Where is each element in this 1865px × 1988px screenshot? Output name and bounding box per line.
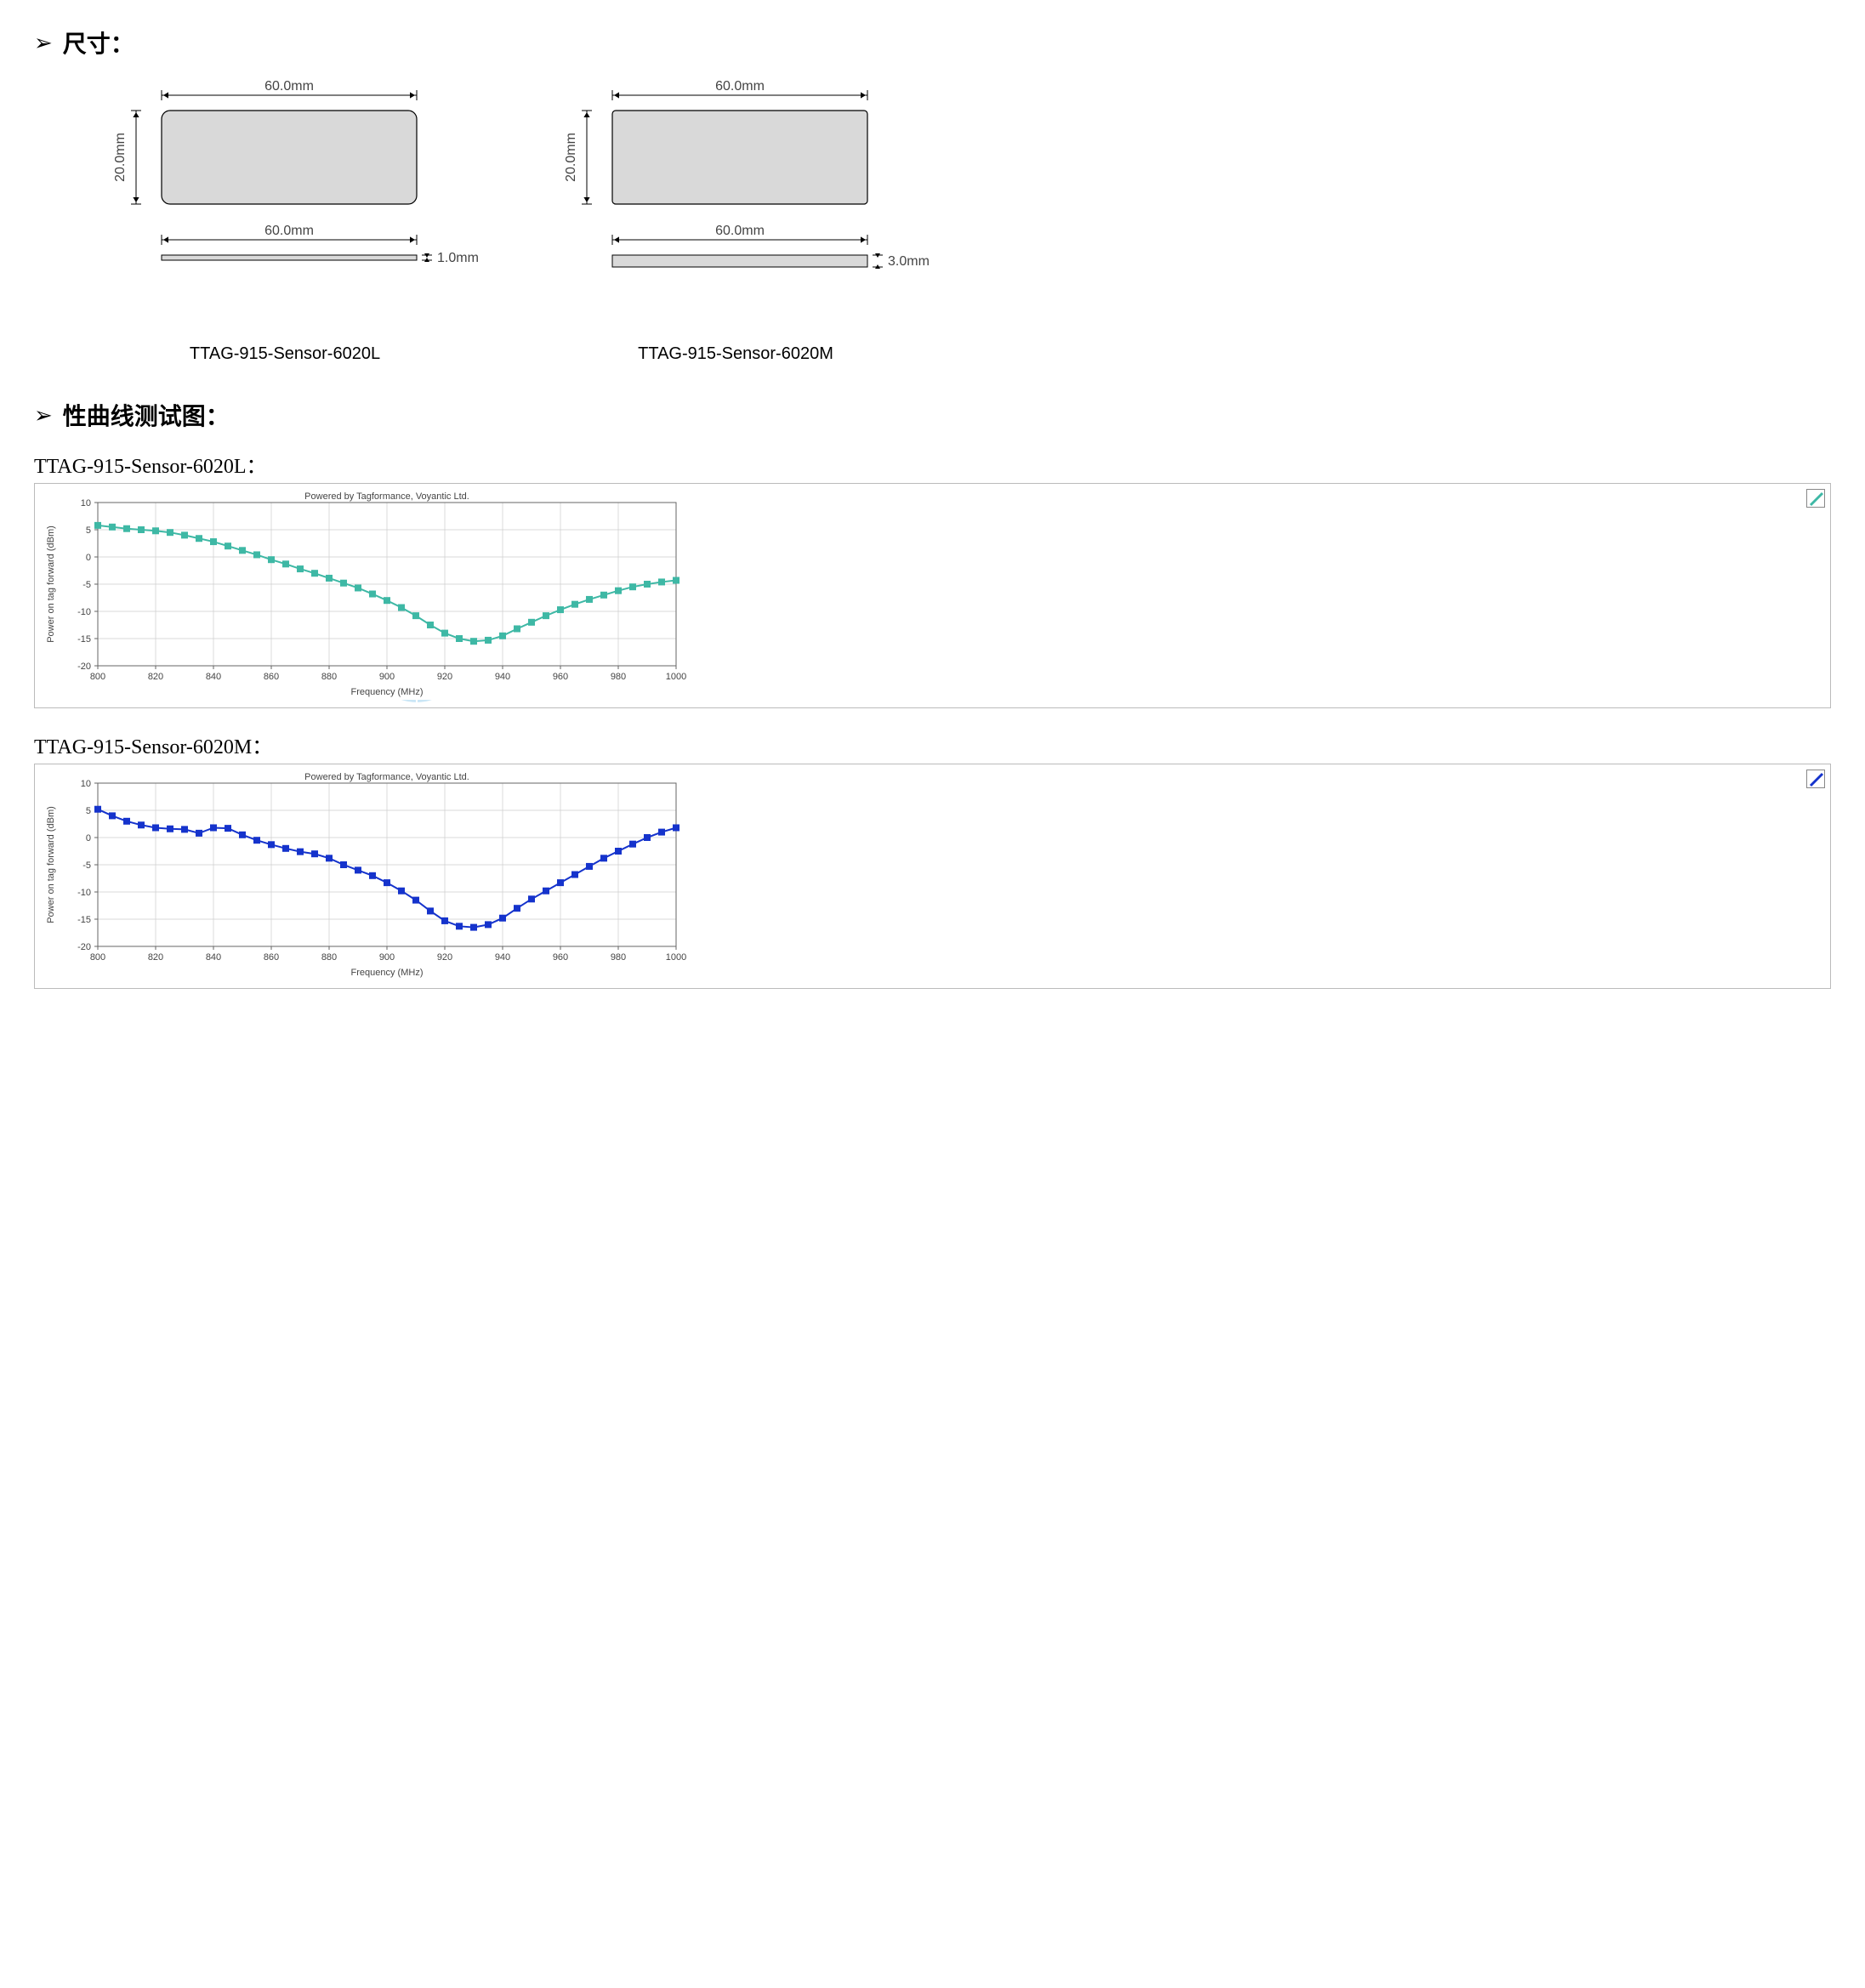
svg-text:860: 860 <box>264 672 279 682</box>
section-curves-title: 性曲线测试图： <box>63 398 230 432</box>
svg-text:-10: -10 <box>77 607 91 617</box>
svg-text:960: 960 <box>553 952 568 963</box>
svg-text:-15: -15 <box>77 634 91 645</box>
section-curves-header: ➢ 性曲线测试图： <box>34 398 1831 432</box>
svg-text:0: 0 <box>86 833 91 843</box>
svg-text:900: 900 <box>379 952 395 963</box>
svg-text:1000: 1000 <box>666 672 686 682</box>
chevron-icon: ➢ <box>34 402 53 429</box>
dim-left-label: TTAG-915-Sensor-6020L <box>85 344 485 364</box>
chevron-icon: ➢ <box>34 30 53 56</box>
svg-text:800: 800 <box>90 952 105 963</box>
svg-text:1000: 1000 <box>666 952 686 963</box>
svg-text:840: 840 <box>206 952 221 963</box>
svg-text:940: 940 <box>495 672 510 682</box>
svg-text:60.0mm: 60.0mm <box>264 224 314 238</box>
svg-text:20.0mm: 20.0mm <box>113 133 128 182</box>
svg-text:940: 940 <box>495 952 510 963</box>
svg-text:-20: -20 <box>77 942 91 952</box>
svg-text:-15: -15 <box>77 915 91 925</box>
section-dimensions-title: 尺寸： <box>63 26 134 60</box>
section-dimensions-header: ➢ 尺寸： <box>34 26 1831 60</box>
svg-text:980: 980 <box>611 952 626 963</box>
svg-text:880: 880 <box>321 952 337 963</box>
chart-l-badge <box>1806 489 1825 508</box>
dimension-diagram-left: 60.0mm 20.0mm 60.0mm 1.0mm TTAG-915-Sensor-… <box>85 77 485 364</box>
chart-m-box: 8008208408608809009209409609801000-20--1… <box>34 764 1831 989</box>
svg-text:0: 0 <box>86 553 91 563</box>
svg-text:5: 5 <box>86 525 91 536</box>
svg-text:60.0mm: 60.0mm <box>715 79 765 94</box>
svg-text:820: 820 <box>148 672 163 682</box>
svg-text:-5: -5 <box>82 861 91 871</box>
chart-l-svg: 8008208408608809009209409609801000-20--1… <box>38 487 855 700</box>
dimension-diagram-right: 60.0mm 20.0mm 60.0mm 3.0mm TTAG-915-Sensor-… <box>536 77 935 364</box>
dim-right-label: TTAG-915-Sensor-6020M <box>536 344 935 364</box>
svg-text:820: 820 <box>148 952 163 963</box>
svg-text:980: 980 <box>611 672 626 682</box>
dim-left-svg: 60.0mm 20.0mm 60.0mm 1.0mm <box>85 77 485 315</box>
svg-text:Powered by Tagformance, Voyant: Powered by Tagformance, Voyantic Ltd. <box>304 491 469 502</box>
svg-text:-20: -20 <box>77 662 91 672</box>
chart-m-title: TTAG-915-Sensor-6020M： <box>34 730 1831 759</box>
svg-text:10: 10 <box>81 498 91 508</box>
svg-text:-5: -5 <box>82 580 91 590</box>
svg-text:920: 920 <box>437 952 452 963</box>
svg-text:3.0mm: 3.0mm <box>888 254 930 269</box>
dimensions-row: 60.0mm 20.0mm 60.0mm 1.0mm TTAG-915-Sensor-… <box>85 77 1831 364</box>
svg-text:-10: -10 <box>77 888 91 898</box>
svg-text:5: 5 <box>86 806 91 816</box>
svg-text:920: 920 <box>437 672 452 682</box>
svg-text:Powered by Tagformance, Voyant: Powered by Tagformance, Voyantic Ltd. <box>304 772 469 782</box>
svg-text:60.0mm: 60.0mm <box>715 224 765 238</box>
svg-text:Frequency (MHz): Frequency (MHz) <box>351 968 424 978</box>
svg-text:10: 10 <box>81 779 91 789</box>
svg-text:20.0mm: 20.0mm <box>564 133 578 182</box>
svg-text:900: 900 <box>379 672 395 682</box>
svg-text:Power on tag forward (dBm): Power on tag forward (dBm) <box>46 525 56 643</box>
svg-text:840: 840 <box>206 672 221 682</box>
svg-text:860: 860 <box>264 952 279 963</box>
svg-text:960: 960 <box>553 672 568 682</box>
chart-l-box: 8008208408608809009209409609801000-20--1… <box>34 483 1831 708</box>
dim-right-svg: 60.0mm 20.0mm 60.0mm 3.0mm <box>536 77 935 315</box>
chart-l-title: TTAG-915-Sensor-6020L： <box>34 449 1831 479</box>
svg-text:1.0mm: 1.0mm <box>437 251 479 265</box>
svg-text:60.0mm: 60.0mm <box>264 79 314 94</box>
svg-text:Power on tag forward (dBm): Power on tag forward (dBm) <box>46 806 56 923</box>
chart-m-badge <box>1806 770 1825 788</box>
svg-text:Frequency (MHz): Frequency (MHz) <box>351 687 424 697</box>
chart-m-svg: 8008208408608809009209409609801000-20--1… <box>38 768 855 980</box>
svg-text:800: 800 <box>90 672 105 682</box>
svg-text:880: 880 <box>321 672 337 682</box>
